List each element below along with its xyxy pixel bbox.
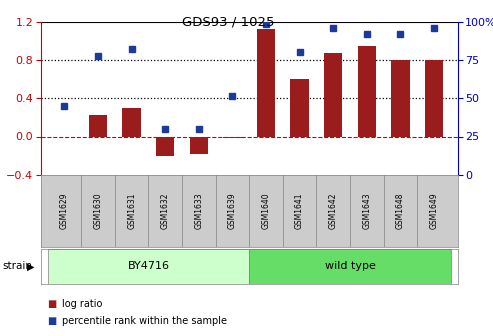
Text: GSM1642: GSM1642: [329, 193, 338, 229]
Text: GSM1649: GSM1649: [429, 193, 438, 229]
Text: GSM1630: GSM1630: [94, 193, 103, 229]
Bar: [324, 53, 343, 136]
Text: GSM1641: GSM1641: [295, 193, 304, 229]
Text: GSM1629: GSM1629: [60, 193, 69, 229]
Text: GSM1643: GSM1643: [362, 193, 371, 229]
Text: GSM1633: GSM1633: [194, 193, 203, 229]
Text: ■: ■: [47, 316, 56, 326]
Bar: [122, 108, 141, 136]
Bar: [89, 116, 107, 136]
Bar: [156, 136, 175, 156]
Bar: [48, 249, 249, 284]
Text: GSM1640: GSM1640: [261, 193, 271, 229]
Bar: [391, 60, 410, 136]
Text: GSM1648: GSM1648: [396, 193, 405, 229]
Bar: [257, 30, 275, 136]
Text: log ratio: log ratio: [62, 299, 102, 309]
Text: GDS93 / 1025: GDS93 / 1025: [182, 15, 275, 28]
Text: GSM1631: GSM1631: [127, 193, 136, 229]
Bar: [223, 136, 242, 138]
Text: wild type: wild type: [324, 261, 376, 271]
Text: BY4716: BY4716: [127, 261, 170, 271]
Bar: [290, 79, 309, 136]
Bar: [190, 136, 208, 154]
Bar: [249, 249, 451, 284]
Text: ■: ■: [47, 299, 56, 309]
Text: GSM1639: GSM1639: [228, 193, 237, 229]
Text: strain: strain: [2, 261, 33, 271]
Text: ▶: ▶: [27, 261, 35, 271]
Text: percentile rank within the sample: percentile rank within the sample: [62, 316, 227, 326]
Bar: [425, 60, 443, 136]
Bar: [357, 46, 376, 136]
Text: GSM1632: GSM1632: [161, 193, 170, 229]
